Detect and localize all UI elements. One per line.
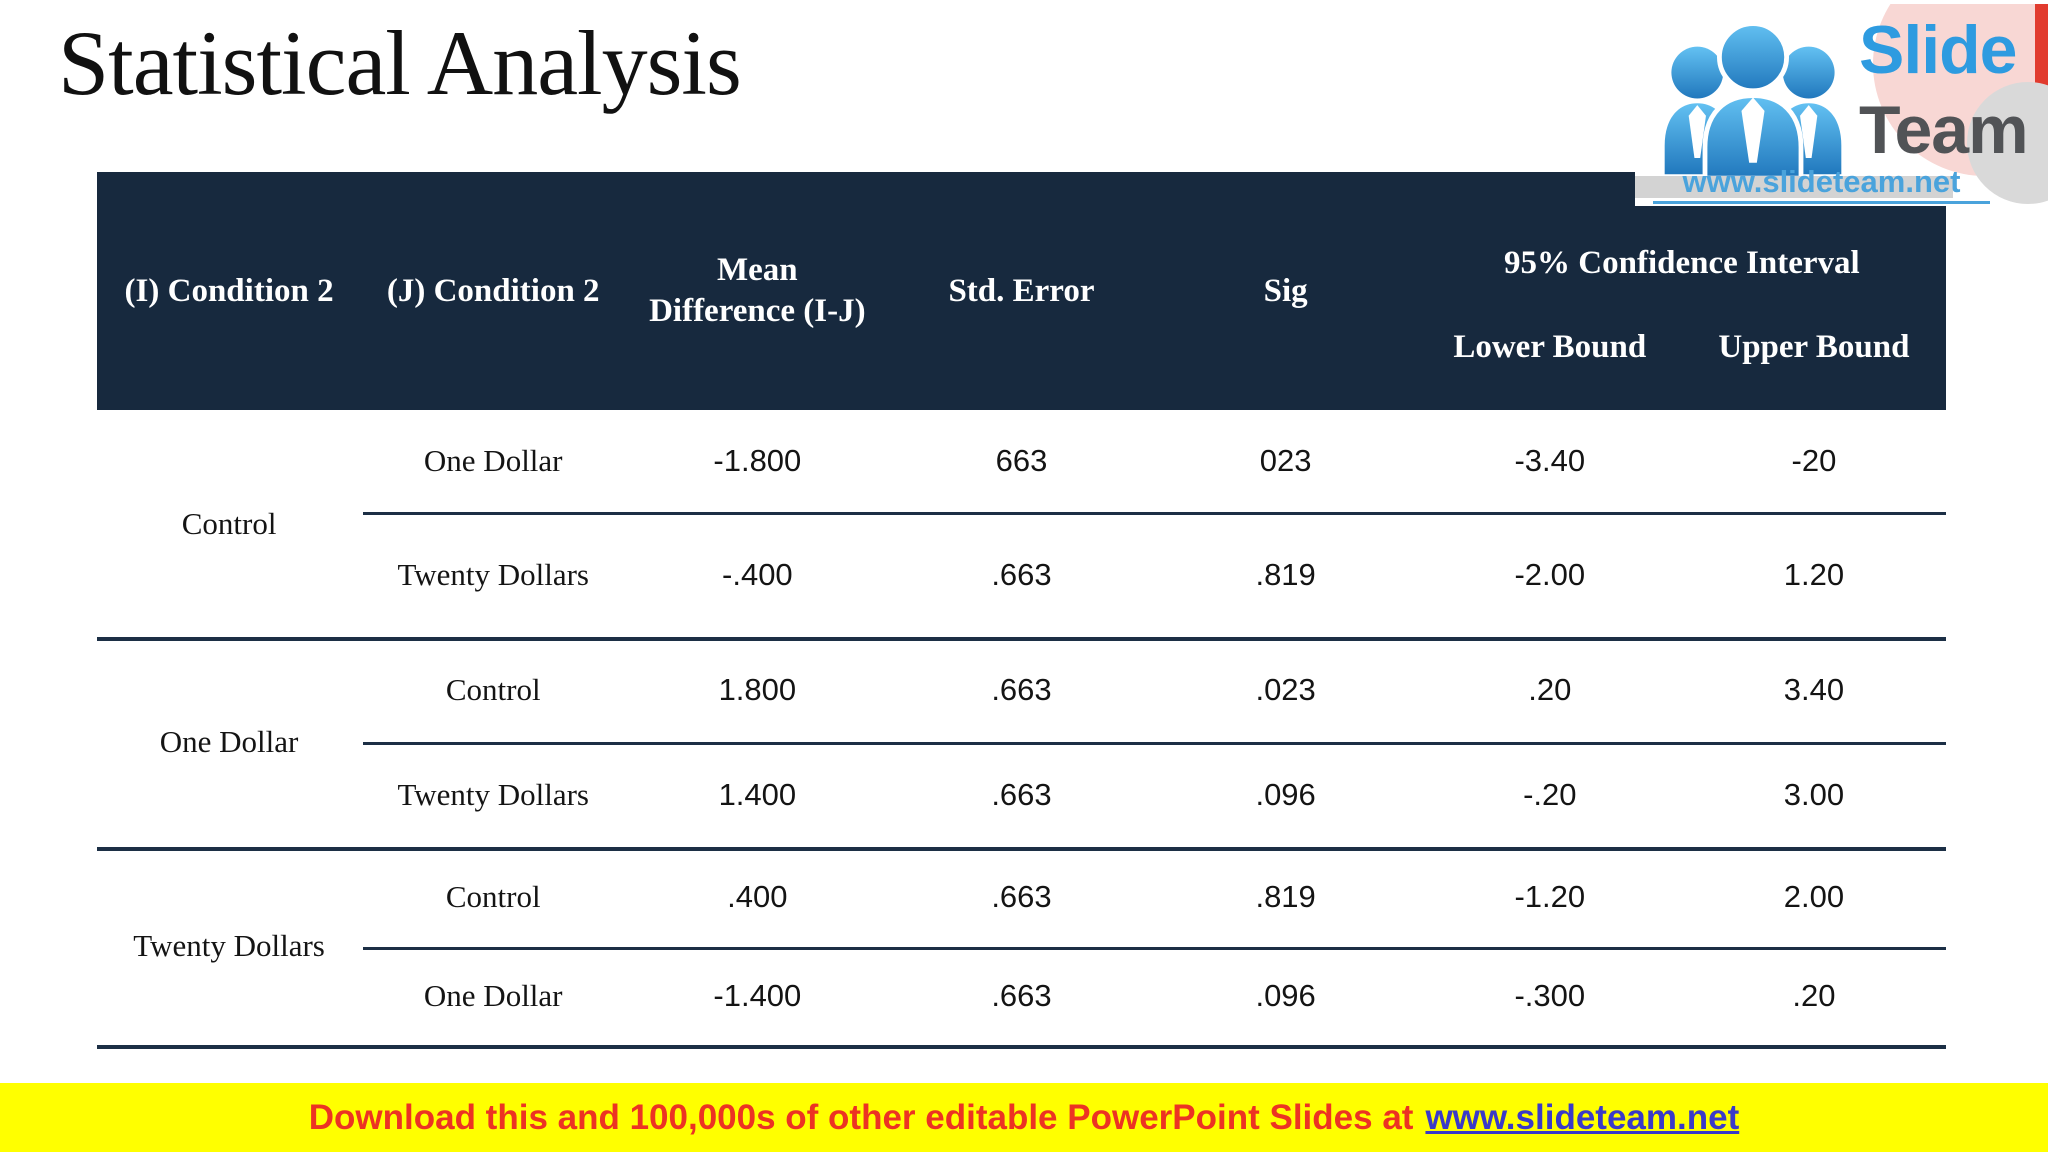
statistics-table: (I) Condition 2 (J) Condition 2 Mean Dif… — [97, 172, 1946, 1049]
header-mean-line1: Mean — [717, 251, 798, 288]
cell-std-error: 663 — [995, 443, 1048, 478]
cell-mean-diff: -1.800 — [713, 443, 802, 478]
cell-std-error: .663 — [991, 776, 1052, 812]
group-label-one-dollar: One Dollar — [159, 724, 299, 759]
group-divider — [97, 847, 1946, 851]
table-bottom-line — [97, 1045, 1946, 1049]
three-people-icon — [1664, 21, 1842, 181]
cell-upper-bound: 3.00 — [1783, 776, 1845, 812]
cell-sig: .096 — [1255, 776, 1316, 812]
slideteam-logo: Slide Team www.slideteam.net — [1635, 4, 2048, 206]
cell-upper-bound: 1.20 — [1783, 556, 1845, 592]
cell-mean-diff: .400 — [727, 879, 788, 914]
table-body: Control One Dollar -1.800 663 023 -3.40 … — [97, 410, 1946, 1045]
cell-j-label: One Dollar — [423, 978, 563, 1013]
logo-url-link[interactable]: www.slideteam.net — [1653, 164, 1990, 204]
logo-word-team: Team — [1859, 92, 2029, 168]
table-header-row: (I) Condition 2 (J) Condition 2 Mean Dif… — [97, 172, 1946, 410]
row-divider — [363, 512, 1946, 515]
cell-upper-bound: -20 — [1791, 443, 1837, 478]
logo-word-slide: Slide — [1859, 12, 2017, 88]
cell-j-label: Twenty Dollars — [397, 556, 589, 592]
header-mean-line2: Difference (I-J) — [649, 293, 866, 329]
header-lower-bound: Lower Bound — [1453, 328, 1647, 365]
cell-lower-bound: .20 — [1528, 671, 1572, 707]
banner-message: Download this and 100,000s of other edit… — [308, 1097, 1414, 1137]
cell-mean-diff: 1.800 — [718, 671, 797, 707]
header-col-j: (J) Condition 2 — [386, 272, 600, 309]
cell-upper-bound: .20 — [1792, 978, 1836, 1013]
row-divider — [363, 947, 1946, 950]
cell-sig: 023 — [1259, 443, 1312, 478]
logo-url-band — [1635, 176, 1953, 198]
cell-std-error: .663 — [991, 671, 1052, 707]
cell-lower-bound: -3.40 — [1514, 443, 1586, 478]
group-label-twenty-dollars: Twenty Dollars — [133, 928, 325, 963]
cell-lower-bound: -1.20 — [1514, 879, 1586, 914]
cell-lower-bound: -.300 — [1514, 978, 1586, 1013]
group-divider — [97, 637, 1946, 641]
cell-upper-bound: 2.00 — [1783, 879, 1845, 914]
header-confidence-interval: 95% Confidence Interval — [1504, 245, 1860, 281]
header-col-sig: Sig — [1263, 272, 1308, 309]
cell-lower-bound: -2.00 — [1514, 556, 1586, 592]
cell-mean-diff: -1.400 — [713, 978, 802, 1013]
header-col-std-error: Std. Error — [948, 272, 1095, 309]
cell-std-error: .663 — [991, 879, 1052, 914]
header-col-i: (I) Condition 2 — [124, 272, 334, 309]
cell-mean-diff: -.400 — [722, 556, 793, 592]
header-upper-bound: Upper Bound — [1718, 328, 1910, 365]
cell-j-label: Control — [445, 879, 541, 914]
cell-j-label: Control — [445, 671, 541, 707]
banner-link[interactable]: www.slideteam.net — [1425, 1097, 1740, 1137]
cell-std-error: .663 — [991, 556, 1052, 592]
cell-sig: .096 — [1255, 978, 1316, 1013]
header-col-mean-difference: Mean Difference (I-J) — [625, 172, 889, 410]
group-label-control: Control — [181, 505, 277, 541]
cell-j-label: One Dollar — [423, 443, 563, 478]
cell-sig: .023 — [1255, 671, 1316, 707]
row-divider — [363, 742, 1946, 745]
cell-sig: .819 — [1255, 556, 1316, 592]
cell-upper-bound: 3.40 — [1783, 671, 1845, 707]
download-banner: Download this and 100,000s of other edit… — [0, 1083, 2048, 1152]
cell-sig: .819 — [1255, 879, 1316, 914]
cell-std-error: .663 — [991, 978, 1052, 1013]
cell-lower-bound: -.20 — [1523, 776, 1577, 812]
cell-j-label: Twenty Dollars — [397, 776, 589, 812]
cell-mean-diff: 1.400 — [718, 776, 797, 812]
page-title: Statistical Analysis — [58, 12, 742, 114]
